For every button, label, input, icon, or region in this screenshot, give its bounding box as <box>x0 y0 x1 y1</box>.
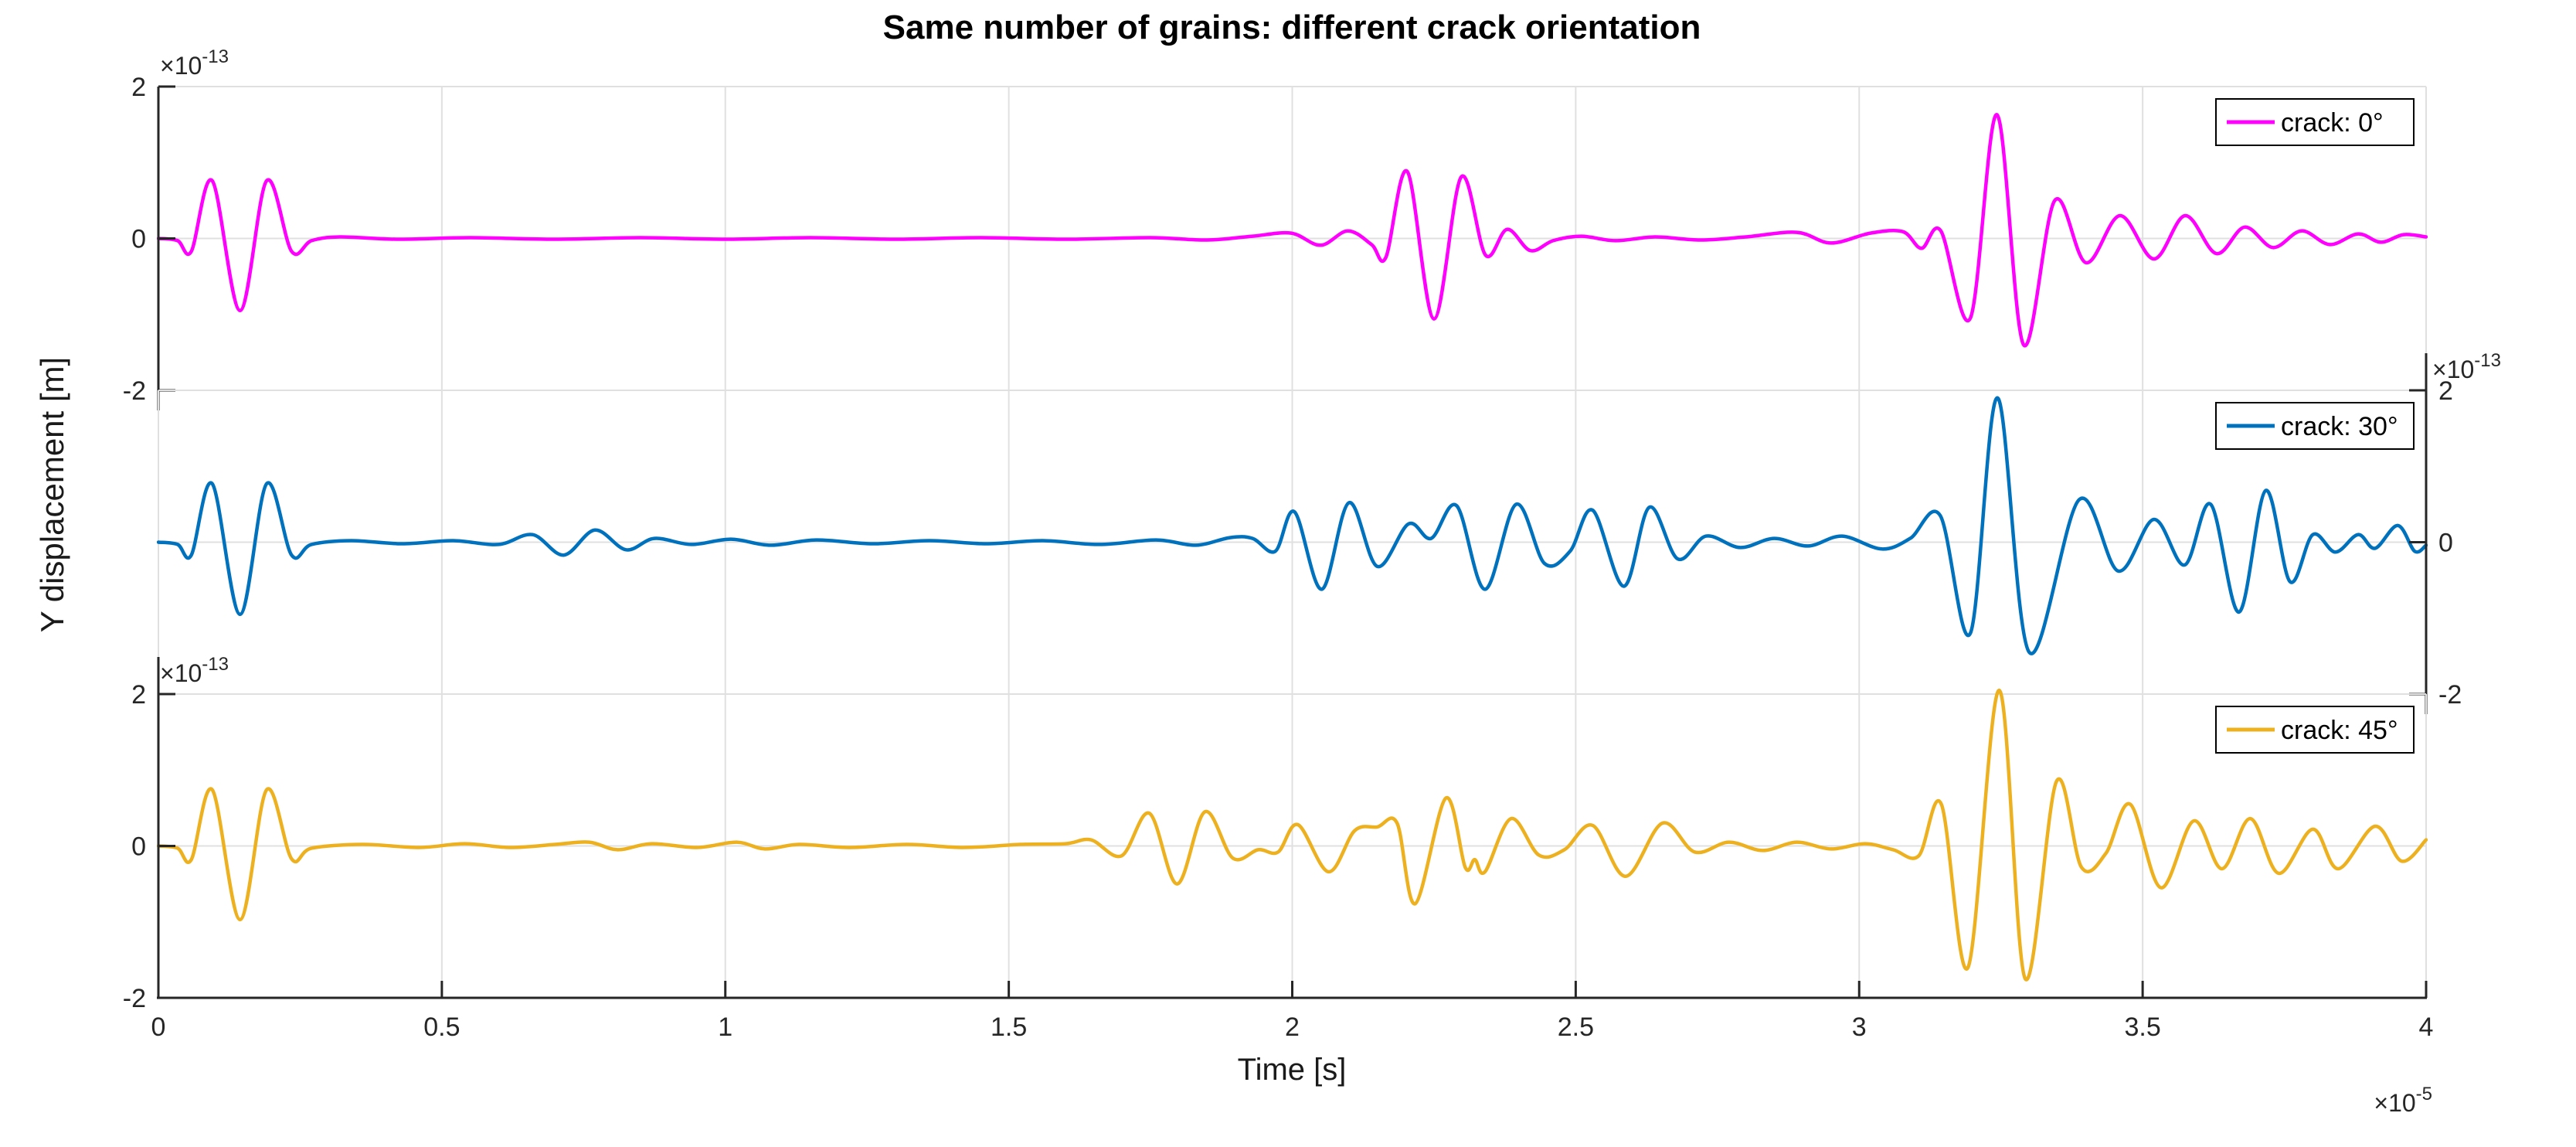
y-axis-exponent: ×10-13 <box>2432 350 2501 383</box>
y-tick-label: 2 <box>2438 376 2453 406</box>
legend-crack-30deg: crack: 30° <box>2215 402 2415 450</box>
x-axis-exponent: ×10-5 <box>2374 1084 2432 1117</box>
x-tick-label: 1 <box>718 1013 732 1042</box>
x-axis-exponent-base: ×10 <box>2374 1089 2415 1117</box>
x-tick-label: 1.5 <box>991 1013 1027 1042</box>
y-axis-exponent-base: ×10 <box>160 52 202 80</box>
y-axis-exponent: ×10-13 <box>160 46 229 80</box>
y-tick-label: 0 <box>131 225 146 254</box>
y-axis-exponent-sup: -13 <box>2474 350 2501 371</box>
legend-label: crack: 30° <box>2281 412 2398 441</box>
y-tick-label: 0 <box>2438 529 2453 558</box>
legend-crack-45deg: crack: 45° <box>2215 706 2415 754</box>
y-axis-exponent-sup: -13 <box>202 46 229 67</box>
panel-crack-0deg: 2 0 -2 ×10-13 crack: 0° <box>123 46 2428 410</box>
y-tick-label: -2 <box>2438 680 2462 710</box>
y-tick-label: 0 <box>131 832 146 862</box>
x-axis-exponent-sup: -5 <box>2416 1084 2432 1104</box>
x-tick-label: 2 <box>1285 1013 1300 1042</box>
x-tick-label: 2.5 <box>1558 1013 1594 1042</box>
x-tick-label: 4 <box>2419 1013 2434 1042</box>
chart-title: Same number of grains: different crack o… <box>883 9 1701 46</box>
x-axis-label: Time [s] <box>1238 1053 1347 1087</box>
x-tick-label: 3 <box>1852 1013 1867 1042</box>
y-tick-label: 2 <box>131 73 146 102</box>
trace-crack-30deg <box>157 396 2428 655</box>
y-axis-exponent: ×10-13 <box>160 654 229 687</box>
x-tick-label: 0.5 <box>423 1013 460 1042</box>
x-tick-label: 3.5 <box>2124 1013 2160 1042</box>
legend-label: crack: 45° <box>2281 716 2398 745</box>
legend-crack-0deg: crack: 0° <box>2215 98 2415 146</box>
y-tick-label: -2 <box>123 376 146 406</box>
y-axis-exponent-sup: -13 <box>202 654 229 675</box>
y-tick-label: -2 <box>123 984 146 1013</box>
y-axis-label: Y displacement [m] <box>34 357 70 632</box>
y-tick-label: 2 <box>131 680 146 710</box>
x-tick-label: 0 <box>151 1013 166 1042</box>
y-axis-exponent-base: ×10 <box>160 659 202 687</box>
legend-label: crack: 0° <box>2281 108 2384 138</box>
trace-crack-45deg <box>157 688 2428 982</box>
panel-crack-45deg: 2 0 -2 ×10-13 crack: 45° <box>123 654 2428 1013</box>
trace-crack-0deg <box>157 113 2428 348</box>
x-axis: 0 0.5 1 1.5 2 2.5 3 3.5 4 <box>151 981 2434 1042</box>
y-axis-exponent-base: ×10 <box>2432 356 2474 383</box>
